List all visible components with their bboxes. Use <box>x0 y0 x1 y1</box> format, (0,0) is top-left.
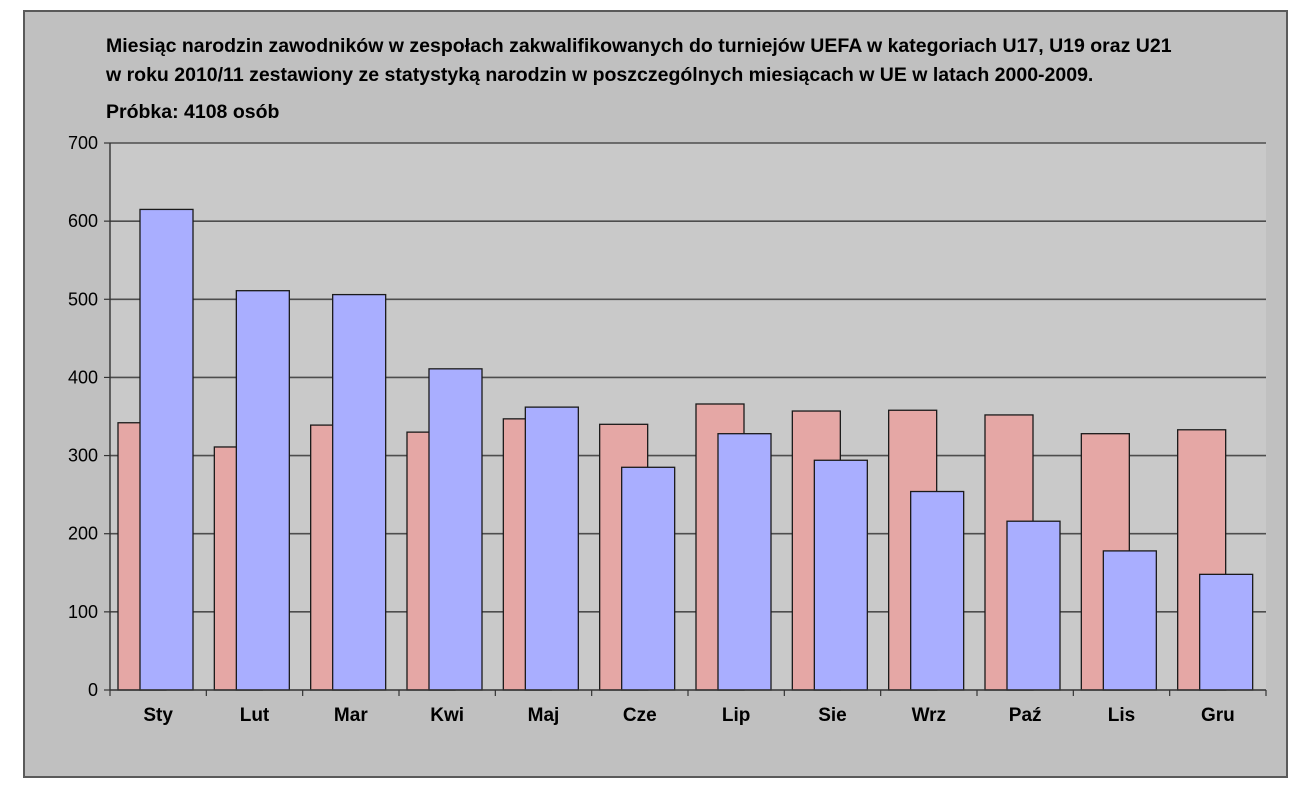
axis-labels: 0 100 200 300 400 500 600 700 Sty Lut Mar Kwi Maj Cze… <box>68 133 1235 726</box>
plot-area <box>110 143 1266 690</box>
x-tick-label: Lis <box>1108 705 1135 726</box>
bar-players-wrz <box>910 490 965 691</box>
y-tick-label: 200 <box>68 524 98 544</box>
y-tick-label: 100 <box>68 602 98 622</box>
x-tick-label: Sie <box>818 705 847 726</box>
bar-players-kwi <box>428 368 483 691</box>
bar-players-sty <box>139 208 194 691</box>
y-tick-label: 700 <box>68 133 98 153</box>
bar-players-maj <box>524 406 579 691</box>
y-tick-label: 600 <box>68 211 98 231</box>
x-tick-label: Paź <box>1009 705 1042 726</box>
bar-players-lis <box>1102 550 1157 691</box>
x-tick-label: Lut <box>240 705 270 726</box>
bar-players-mar <box>332 293 387 691</box>
bar-players-cze <box>621 466 676 691</box>
y-tick-label: 500 <box>68 289 98 309</box>
y-tick-label: 300 <box>68 446 98 466</box>
gridlines <box>110 142 1266 690</box>
chart-subtitle: Próbka: 4108 osób <box>106 101 280 123</box>
x-tick-label: Mar <box>334 705 368 726</box>
x-tick-label: Maj <box>528 705 560 726</box>
bar-players-lip <box>717 433 772 691</box>
bar-players-gru <box>1199 573 1254 691</box>
chart-title-line-1: Miesiąc narodzin zawodników w zespołach … <box>106 35 1172 57</box>
y-tick-label: 400 <box>68 367 98 387</box>
bar-players-lut <box>235 290 290 691</box>
x-tick-label: Lip <box>722 705 751 726</box>
bar-players-paź <box>1006 520 1061 691</box>
x-tick-label: Cze <box>623 705 657 726</box>
x-tick-label: Sty <box>143 705 173 726</box>
bars <box>117 208 1254 691</box>
x-tick-label: Wrz <box>912 705 946 726</box>
y-tick-label: 0 <box>88 680 98 700</box>
axes <box>104 142 1267 696</box>
x-tick-label: Kwi <box>430 705 464 726</box>
x-tick-label: Gru <box>1201 705 1235 726</box>
bar-players-sie <box>813 459 868 691</box>
chart-title-line-2: w roku 2010/11 zestawiony ze statystyką … <box>106 64 1094 86</box>
